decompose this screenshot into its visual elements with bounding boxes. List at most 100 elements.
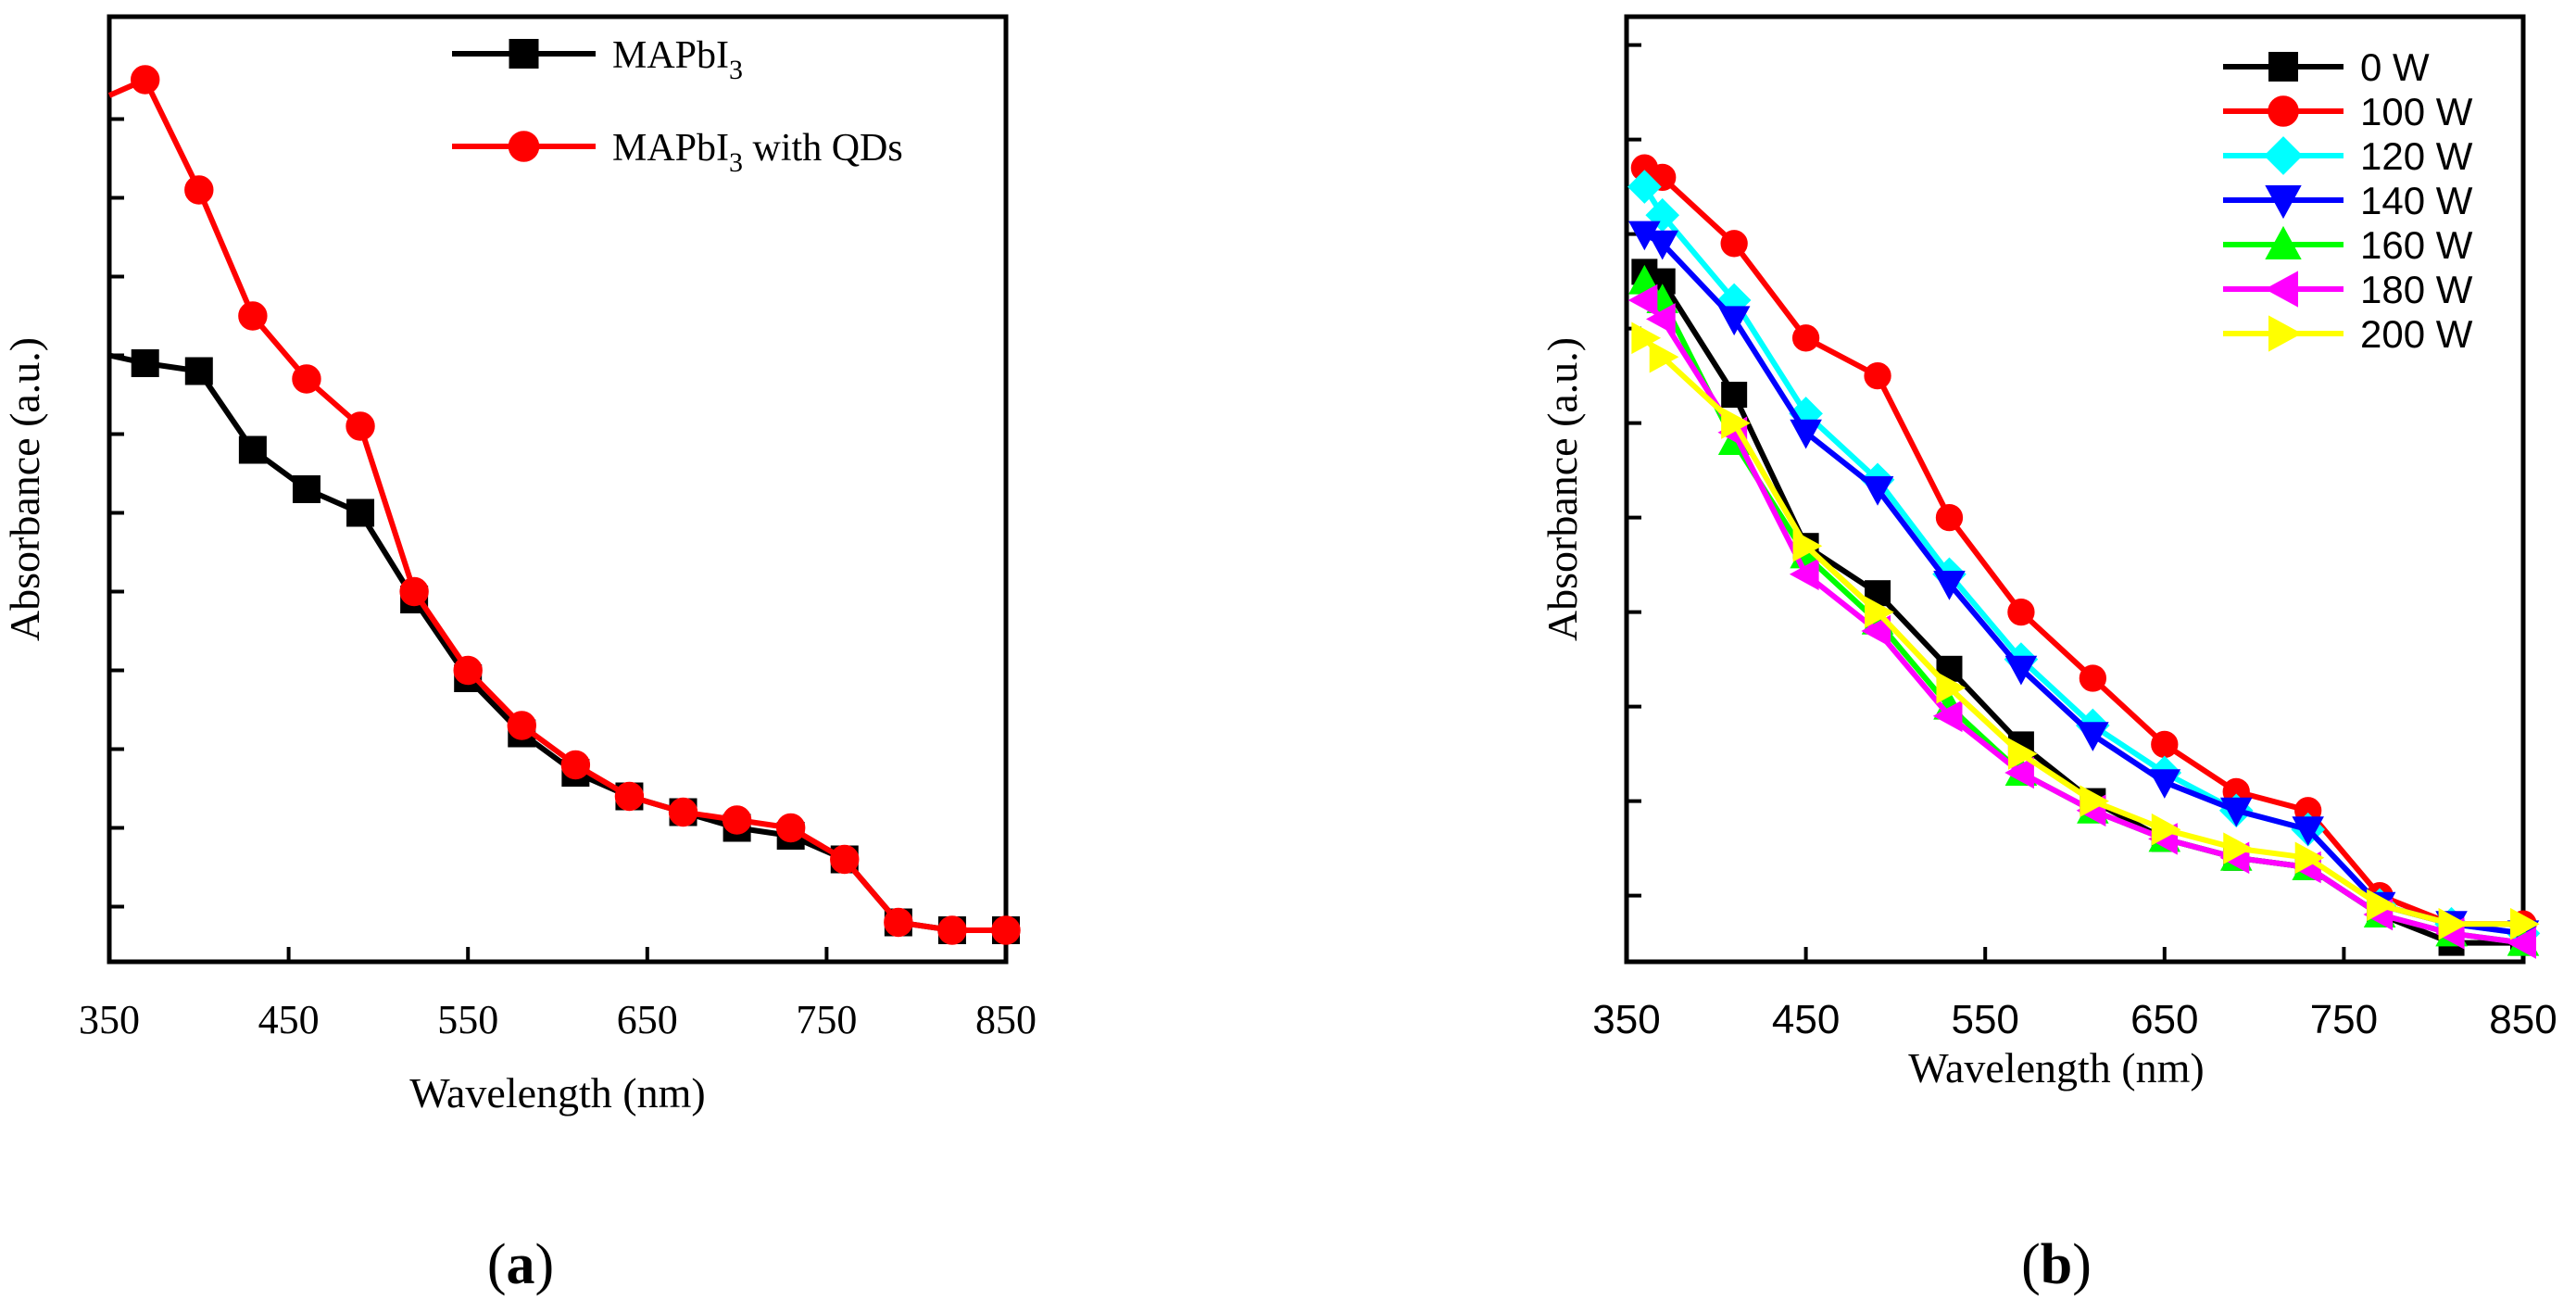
a-legend-label: MAPbI3 bbox=[612, 34, 743, 85]
b-legend-marker bbox=[2268, 95, 2299, 127]
a-data-point bbox=[507, 711, 536, 740]
a-data-point bbox=[346, 498, 375, 527]
b-legend-label: 200 W bbox=[2360, 312, 2473, 356]
a-data-point bbox=[292, 364, 321, 394]
a-y-axis-title: Absorbance (a.u.) bbox=[1, 337, 48, 641]
b-data-point bbox=[1792, 529, 1823, 562]
a-data-point bbox=[399, 576, 429, 607]
a-data-point bbox=[722, 805, 752, 835]
b-plot-frame bbox=[1624, 14, 2526, 965]
a-panel-label: (a) bbox=[487, 1233, 554, 1296]
b-data-point bbox=[1646, 230, 1679, 260]
b-data-point bbox=[2367, 889, 2396, 922]
b-data-point bbox=[2080, 785, 2110, 817]
a-data-point bbox=[668, 797, 698, 827]
a-legend-marker bbox=[508, 131, 540, 162]
b-series-1 bbox=[1631, 259, 2536, 956]
b-data-point bbox=[1935, 503, 1964, 532]
b-legend-entry: 200 W bbox=[2223, 312, 2473, 356]
b-data-point bbox=[1791, 324, 1820, 352]
a-legend-label: MAPbI3 with QDs bbox=[612, 127, 903, 178]
b-x-tick-label: 750 bbox=[2310, 997, 2378, 1042]
b-data-point bbox=[1720, 230, 1748, 258]
b-legend-marker bbox=[2268, 52, 2298, 82]
b-data-point bbox=[1646, 303, 1676, 335]
a-data-point bbox=[884, 907, 913, 938]
b-data-point bbox=[2292, 816, 2324, 846]
a-axis-ticks: 350 450 550 650 750 850 bbox=[79, 117, 1037, 1042]
b-panel-label: (b) bbox=[2021, 1233, 2092, 1296]
b-data-point bbox=[1790, 419, 1822, 449]
b-data-point bbox=[2148, 769, 2181, 799]
a-data-point bbox=[292, 475, 320, 503]
b-data-point bbox=[1627, 170, 1662, 204]
legend-label-main: MAPbI bbox=[612, 34, 729, 77]
b-data-point bbox=[1631, 322, 1662, 355]
b-y-axis-title: Absorbance (a.u.) bbox=[1539, 337, 1586, 641]
a-legend-entry: MAPbI3 bbox=[452, 34, 743, 85]
a-series-layer bbox=[107, 65, 1021, 945]
b-data-point bbox=[1721, 407, 1751, 439]
a-data-point bbox=[560, 750, 591, 780]
b-data-point bbox=[1861, 476, 1894, 506]
b-series-layer bbox=[1627, 154, 2541, 959]
a-series-1 bbox=[108, 349, 1020, 944]
b-legend-entry: 180 W bbox=[2223, 268, 2473, 311]
b-legend-label: 180 W bbox=[2360, 268, 2473, 311]
a-x-tick-label: 450 bbox=[258, 997, 320, 1042]
b-x-axis-title: Wavelength (nm) bbox=[1908, 1044, 2204, 1091]
b-legend-entry: 0 W bbox=[2223, 45, 2430, 89]
b-series-line bbox=[1642, 297, 2524, 946]
b-data-point bbox=[1932, 700, 1963, 733]
a-data-point bbox=[131, 65, 160, 95]
b-axis-ticks: 350 450 550 650 750 850 bbox=[1592, 43, 2557, 1042]
b-legend-marker bbox=[2264, 271, 2298, 308]
b-x-tick-label: 550 bbox=[1951, 997, 2018, 1042]
b-legend-label: 100 W bbox=[2360, 90, 2473, 133]
b-legend-label: 160 W bbox=[2360, 223, 2473, 267]
b-data-point bbox=[1865, 596, 1894, 628]
b-data-point bbox=[2007, 738, 2038, 770]
b-legend-entry: 100 W bbox=[2223, 90, 2473, 133]
b-data-point bbox=[1721, 382, 1748, 408]
b-legend-marker bbox=[2265, 225, 2302, 259]
b-legend-marker bbox=[2264, 136, 2303, 175]
b-data-point bbox=[2510, 907, 2540, 940]
a-x-tick-label: 350 bbox=[79, 997, 140, 1042]
b-legend-marker bbox=[2265, 185, 2302, 220]
b-data-point bbox=[1933, 571, 1966, 600]
b-data-point bbox=[1789, 558, 1819, 591]
b-x-tick-label: 450 bbox=[1772, 997, 1840, 1042]
b-legend-entry: 120 W bbox=[2223, 134, 2473, 178]
b-data-point bbox=[2007, 598, 2035, 626]
legend-label-rest: with QDs bbox=[743, 127, 903, 170]
a-data-point bbox=[453, 655, 483, 686]
b-series-7 bbox=[1631, 322, 2540, 940]
a-data-point bbox=[184, 357, 213, 385]
b-data-point bbox=[1649, 340, 1679, 373]
a-data-point bbox=[937, 915, 967, 945]
legend-label-subscript: 3 bbox=[729, 147, 743, 178]
b-x-tick-label: 850 bbox=[2489, 997, 2557, 1042]
a-data-point bbox=[131, 349, 159, 377]
b-legend-entry: 140 W bbox=[2223, 179, 2473, 222]
b-data-point bbox=[1627, 284, 1658, 317]
b-data-point bbox=[2004, 655, 2038, 686]
a-legend-marker bbox=[509, 39, 539, 69]
b-data-point bbox=[2507, 927, 2536, 959]
b-data-point bbox=[2151, 730, 2179, 759]
b-data-point bbox=[2219, 797, 2253, 827]
b-data-point bbox=[2223, 832, 2253, 864]
b-x-tick-label: 350 bbox=[1592, 997, 1660, 1042]
a-x-axis-title: Wavelength (nm) bbox=[409, 1069, 705, 1116]
a-x-tick-label: 850 bbox=[975, 997, 1037, 1042]
a-data-point bbox=[238, 435, 267, 464]
a-data-point bbox=[775, 813, 806, 843]
a-x-tick-label: 550 bbox=[437, 997, 498, 1042]
a-x-tick-label: 750 bbox=[796, 997, 857, 1042]
a-data-point bbox=[614, 781, 645, 812]
